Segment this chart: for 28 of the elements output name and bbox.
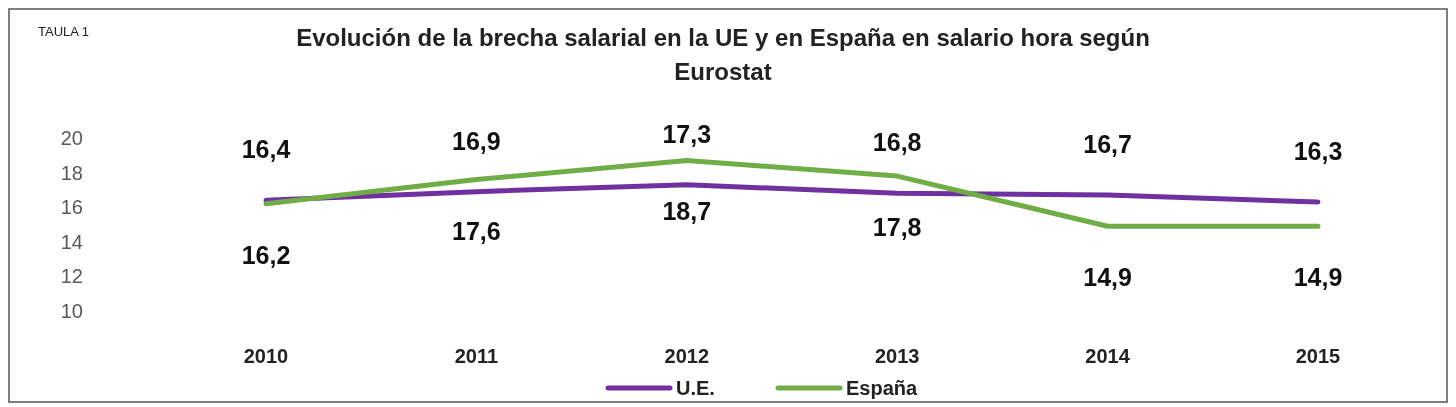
data-label: 16,3: [1293, 137, 1343, 166]
y-tick-label: 12: [60, 265, 83, 288]
x-tick-label: 2013: [874, 345, 920, 367]
data-label: 17,3: [662, 119, 712, 148]
y-tick-label: 20: [60, 127, 83, 149]
y-tick-label: 14: [60, 230, 83, 253]
data-label: 16,9: [452, 126, 501, 155]
x-tick-label: 2012: [664, 345, 710, 367]
x-tick-label: 2014: [1085, 345, 1131, 367]
data-label: 14,9: [1293, 263, 1343, 292]
x-tick-label: 2015: [1295, 345, 1341, 367]
data-label: 16,7: [1083, 130, 1132, 159]
y-tick-label: 18: [60, 161, 83, 184]
data-label: 18,7: [662, 197, 712, 226]
data-label: 16,4: [241, 135, 291, 164]
x-tick-label: 2011: [454, 345, 499, 367]
data-label: 17,6: [452, 216, 501, 245]
x-tick-label: 2010: [243, 345, 289, 367]
data-label: 17,8: [872, 213, 922, 242]
chart-title: Evolución de la brecha salarial en la UE y en España en salario hora según Eurostat: [296, 24, 1150, 85]
data-label: 16,2: [241, 240, 291, 269]
data-label: 14,9: [1083, 263, 1132, 292]
legend-label: España: [846, 377, 919, 399]
text: TAULA 1: [38, 24, 90, 39]
data-label: 16,8: [872, 128, 922, 157]
legend-label: U.E.: [676, 377, 715, 399]
y-tick-label: 16: [60, 196, 83, 219]
y-tick-label: 10: [60, 300, 83, 322]
